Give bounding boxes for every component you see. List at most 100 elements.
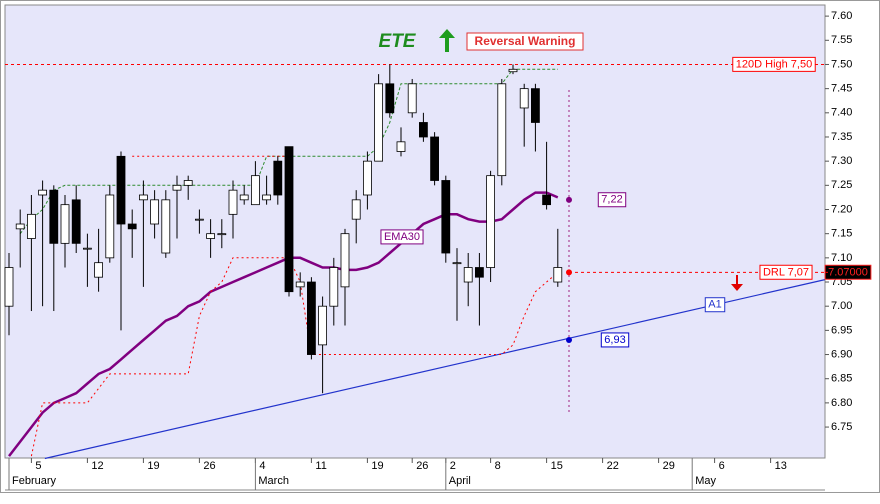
- candle-body: [161, 199, 171, 254]
- projection-dot: [566, 196, 572, 203]
- candle-body: [553, 267, 563, 283]
- x-tick-label: 11: [315, 460, 326, 472]
- candle-body: [217, 233, 227, 236]
- candle-body: [463, 267, 473, 283]
- y-tick-label: 7.00: [831, 300, 852, 312]
- x-tick-label: 15: [551, 460, 563, 472]
- y-tick-label: 7.50: [831, 58, 852, 70]
- candle-body: [116, 155, 126, 225]
- projection-dot: [566, 337, 572, 344]
- y-tick-label: 7.35: [831, 131, 852, 143]
- candle-body: [105, 194, 115, 259]
- x-tick-label: 19: [147, 460, 159, 472]
- chart-title: ETE: [379, 31, 417, 52]
- x-tick-label: 12: [91, 460, 103, 472]
- candle-body: [497, 83, 507, 177]
- signal-box: [466, 32, 584, 51]
- candle-body: [250, 175, 260, 206]
- down-arrow-icon: [731, 275, 743, 291]
- candle-body: [329, 267, 339, 307]
- candle-body: [519, 88, 529, 109]
- candle-body: [71, 199, 81, 244]
- line-series: [30, 257, 559, 457]
- line-label: EMA30: [384, 231, 420, 243]
- candle-body: [150, 199, 160, 225]
- candle-body: [138, 194, 148, 201]
- month-label: April: [449, 475, 471, 487]
- candle-body: [49, 189, 59, 244]
- trendline: [44, 279, 826, 460]
- candle-body: [418, 122, 428, 138]
- candle-body: [508, 68, 518, 73]
- line-series: [8, 191, 559, 457]
- candle-body: [295, 281, 305, 288]
- x-tick-label: 22: [607, 460, 619, 472]
- candle-body: [15, 223, 25, 230]
- candle-body: [262, 194, 272, 201]
- candle-body: [452, 262, 462, 265]
- signal-label: Reversal Warning: [475, 34, 576, 48]
- candle-body: [38, 189, 47, 196]
- candle-body: [83, 247, 92, 250]
- x-tick-label: 26: [203, 460, 215, 472]
- y-tick-label: 7.20: [831, 203, 852, 215]
- candle-body: [94, 262, 103, 278]
- x-tick-label: 13: [775, 460, 787, 472]
- candle-body: [531, 88, 540, 123]
- candle-body: [172, 184, 182, 191]
- trendline-label-box: [704, 297, 726, 313]
- candle-body: [430, 136, 440, 181]
- projection-label-box: [597, 192, 627, 208]
- x-tick-label: 29: [663, 460, 675, 472]
- candle-body: [374, 83, 384, 162]
- y-tick-label: 6.85: [831, 373, 852, 385]
- x-tick-label: 5: [35, 460, 41, 472]
- candle-body: [4, 267, 14, 307]
- x-tick-label: 26: [416, 460, 428, 472]
- level-label-box: [732, 56, 816, 72]
- candle-body: [228, 189, 238, 215]
- month-label: March: [258, 475, 289, 487]
- x-tick-label: 8: [495, 460, 501, 472]
- level-label-box: [759, 264, 813, 280]
- x-tick-label: 19: [371, 460, 383, 472]
- y-tick-label: 7.30: [831, 155, 852, 167]
- candle-body: [396, 141, 406, 152]
- projection-label-box: [600, 332, 630, 348]
- y-tick-label: 6.80: [831, 397, 852, 409]
- candle-body: [206, 233, 216, 239]
- y-tick-label: 7.45: [831, 83, 852, 95]
- candle-body: [318, 305, 328, 346]
- y-tick-label: 7.15: [831, 228, 852, 240]
- y-tick-label: 7.10: [831, 252, 852, 264]
- candle-body: [362, 160, 372, 196]
- y-tick-label: 7.60: [831, 10, 852, 22]
- projection-label: 6,93: [604, 334, 625, 346]
- level-dot: [566, 269, 572, 276]
- candle-body: [239, 194, 249, 201]
- candle-body: [486, 175, 496, 268]
- y-tick-label: 7.25: [831, 179, 852, 191]
- month-label: February: [12, 475, 57, 487]
- candle-body: [26, 213, 36, 239]
- month-label: May: [695, 475, 716, 487]
- candle-body: [183, 180, 193, 186]
- level-label: 120D High 7,50: [736, 58, 812, 70]
- trendline-label: A1: [708, 299, 721, 311]
- y-tick-label: 6.75: [831, 421, 852, 433]
- candle-body: [542, 194, 551, 206]
- candle-body: [60, 204, 70, 244]
- x-tick-label: 2: [450, 460, 456, 472]
- y-tick-label: 6.90: [831, 348, 852, 360]
- level-label: DRL 7,07: [763, 266, 809, 278]
- x-tick-label: 6: [719, 460, 725, 472]
- y-tick-label: 6.95: [831, 324, 852, 336]
- candle-body: [273, 160, 283, 196]
- up-arrow-icon: [439, 29, 455, 52]
- candle-body: [351, 199, 361, 220]
- last-price-label: 7.07000: [828, 266, 868, 278]
- candle-body: [127, 223, 137, 230]
- candle-body: [474, 267, 484, 278]
- projection-label: 7,22: [601, 194, 622, 206]
